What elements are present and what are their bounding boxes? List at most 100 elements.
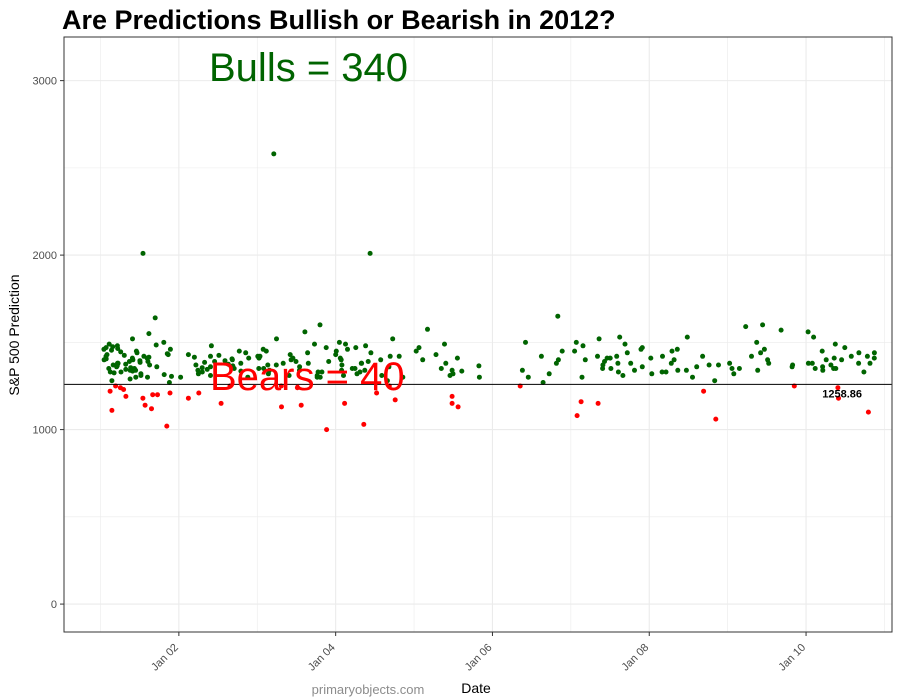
bulls-point xyxy=(154,364,159,369)
bulls-point xyxy=(597,336,602,341)
bulls-point xyxy=(813,366,818,371)
bears-point xyxy=(143,403,148,408)
bulls-point xyxy=(109,348,114,353)
bulls-point xyxy=(442,342,447,347)
bulls-point xyxy=(312,342,317,347)
bulls-point xyxy=(128,368,133,373)
bulls-point xyxy=(820,349,825,354)
bulls-point xyxy=(556,357,561,362)
bulls-point xyxy=(547,371,552,376)
bulls-point xyxy=(820,364,825,369)
bulls-point xyxy=(832,356,837,361)
bulls-point xyxy=(146,331,151,336)
bulls-point xyxy=(839,357,844,362)
bulls-point xyxy=(154,343,159,348)
bulls-point xyxy=(141,251,146,256)
bulls-point xyxy=(872,356,877,361)
bears-point xyxy=(219,401,224,406)
bears-point xyxy=(123,394,128,399)
bulls-point xyxy=(186,352,191,357)
bulls-point xyxy=(130,336,135,341)
bulls-point xyxy=(595,354,600,359)
bulls-point xyxy=(122,353,127,358)
bulls-count-label: Bulls = 340 xyxy=(209,46,408,90)
bulls-point xyxy=(128,377,133,382)
bulls-point xyxy=(302,329,307,334)
bears-point xyxy=(361,422,366,427)
bulls-point xyxy=(153,315,158,320)
bulls-point xyxy=(700,354,705,359)
bulls-point xyxy=(574,340,579,345)
bulls-point xyxy=(162,372,167,377)
bulls-point xyxy=(459,369,464,374)
bears-point xyxy=(279,404,284,409)
bulls-point xyxy=(616,370,621,375)
bulls-point xyxy=(755,368,760,373)
x-axis-title: Date xyxy=(461,680,491,696)
bears-point xyxy=(168,391,173,396)
y-tick-label: 3000 xyxy=(33,76,57,88)
bulls-point xyxy=(448,373,453,378)
bulls-point xyxy=(672,357,677,362)
bulls-point xyxy=(790,363,795,368)
bulls-point xyxy=(690,375,695,380)
bulls-point xyxy=(271,151,276,156)
bulls-point xyxy=(762,347,767,352)
reference-line-label: 1258.86 xyxy=(822,388,862,400)
bulls-point xyxy=(856,361,861,366)
bulls-point xyxy=(580,375,585,380)
bulls-point xyxy=(811,335,816,340)
bulls-point xyxy=(539,354,544,359)
bears-point xyxy=(140,396,145,401)
y-tick-label: 0 xyxy=(51,599,57,611)
bulls-point xyxy=(684,368,689,373)
bulls-point xyxy=(145,375,150,380)
bulls-point xyxy=(343,342,348,347)
bulls-point xyxy=(130,357,135,362)
bears-point xyxy=(196,391,201,396)
bears-point xyxy=(299,403,304,408)
bulls-point xyxy=(660,354,665,359)
bulls-point xyxy=(824,357,829,362)
bulls-point xyxy=(620,373,625,378)
bulls-point xyxy=(856,350,861,355)
bulls-point xyxy=(806,329,811,334)
bulls-point xyxy=(209,343,214,348)
chart-title: Are Predictions Bullish or Bearish in 20… xyxy=(62,5,616,35)
bulls-point xyxy=(737,366,742,371)
bears-point xyxy=(713,417,718,422)
bulls-point xyxy=(602,359,607,364)
bulls-point xyxy=(168,347,173,352)
bulls-point xyxy=(743,324,748,329)
bulls-point xyxy=(334,349,339,354)
bulls-point xyxy=(628,361,633,366)
bears-point xyxy=(866,410,871,415)
bears-point xyxy=(450,394,455,399)
bulls-point xyxy=(104,356,109,361)
bulls-point xyxy=(779,328,784,333)
bulls-point xyxy=(324,345,329,350)
bulls-point xyxy=(583,357,588,362)
bulls-point xyxy=(200,365,205,370)
bulls-point xyxy=(675,347,680,352)
bulls-point xyxy=(758,350,763,355)
bulls-point xyxy=(716,363,721,368)
bulls-point xyxy=(450,368,455,373)
bulls-point xyxy=(318,322,323,327)
bears-point xyxy=(121,387,126,392)
bulls-point xyxy=(192,355,197,360)
bulls-point xyxy=(109,378,114,383)
bulls-point xyxy=(617,335,622,340)
bulls-point xyxy=(138,373,143,378)
bears-point xyxy=(450,401,455,406)
bulls-point xyxy=(133,375,138,380)
bulls-point xyxy=(625,350,630,355)
bears-point xyxy=(596,401,601,406)
bulls-point xyxy=(868,361,873,366)
bulls-point xyxy=(123,367,128,372)
bears-point xyxy=(579,399,584,404)
bulls-point xyxy=(115,346,120,351)
bulls-point xyxy=(476,363,481,368)
bulls-point xyxy=(833,342,838,347)
bulls-point xyxy=(648,356,653,361)
